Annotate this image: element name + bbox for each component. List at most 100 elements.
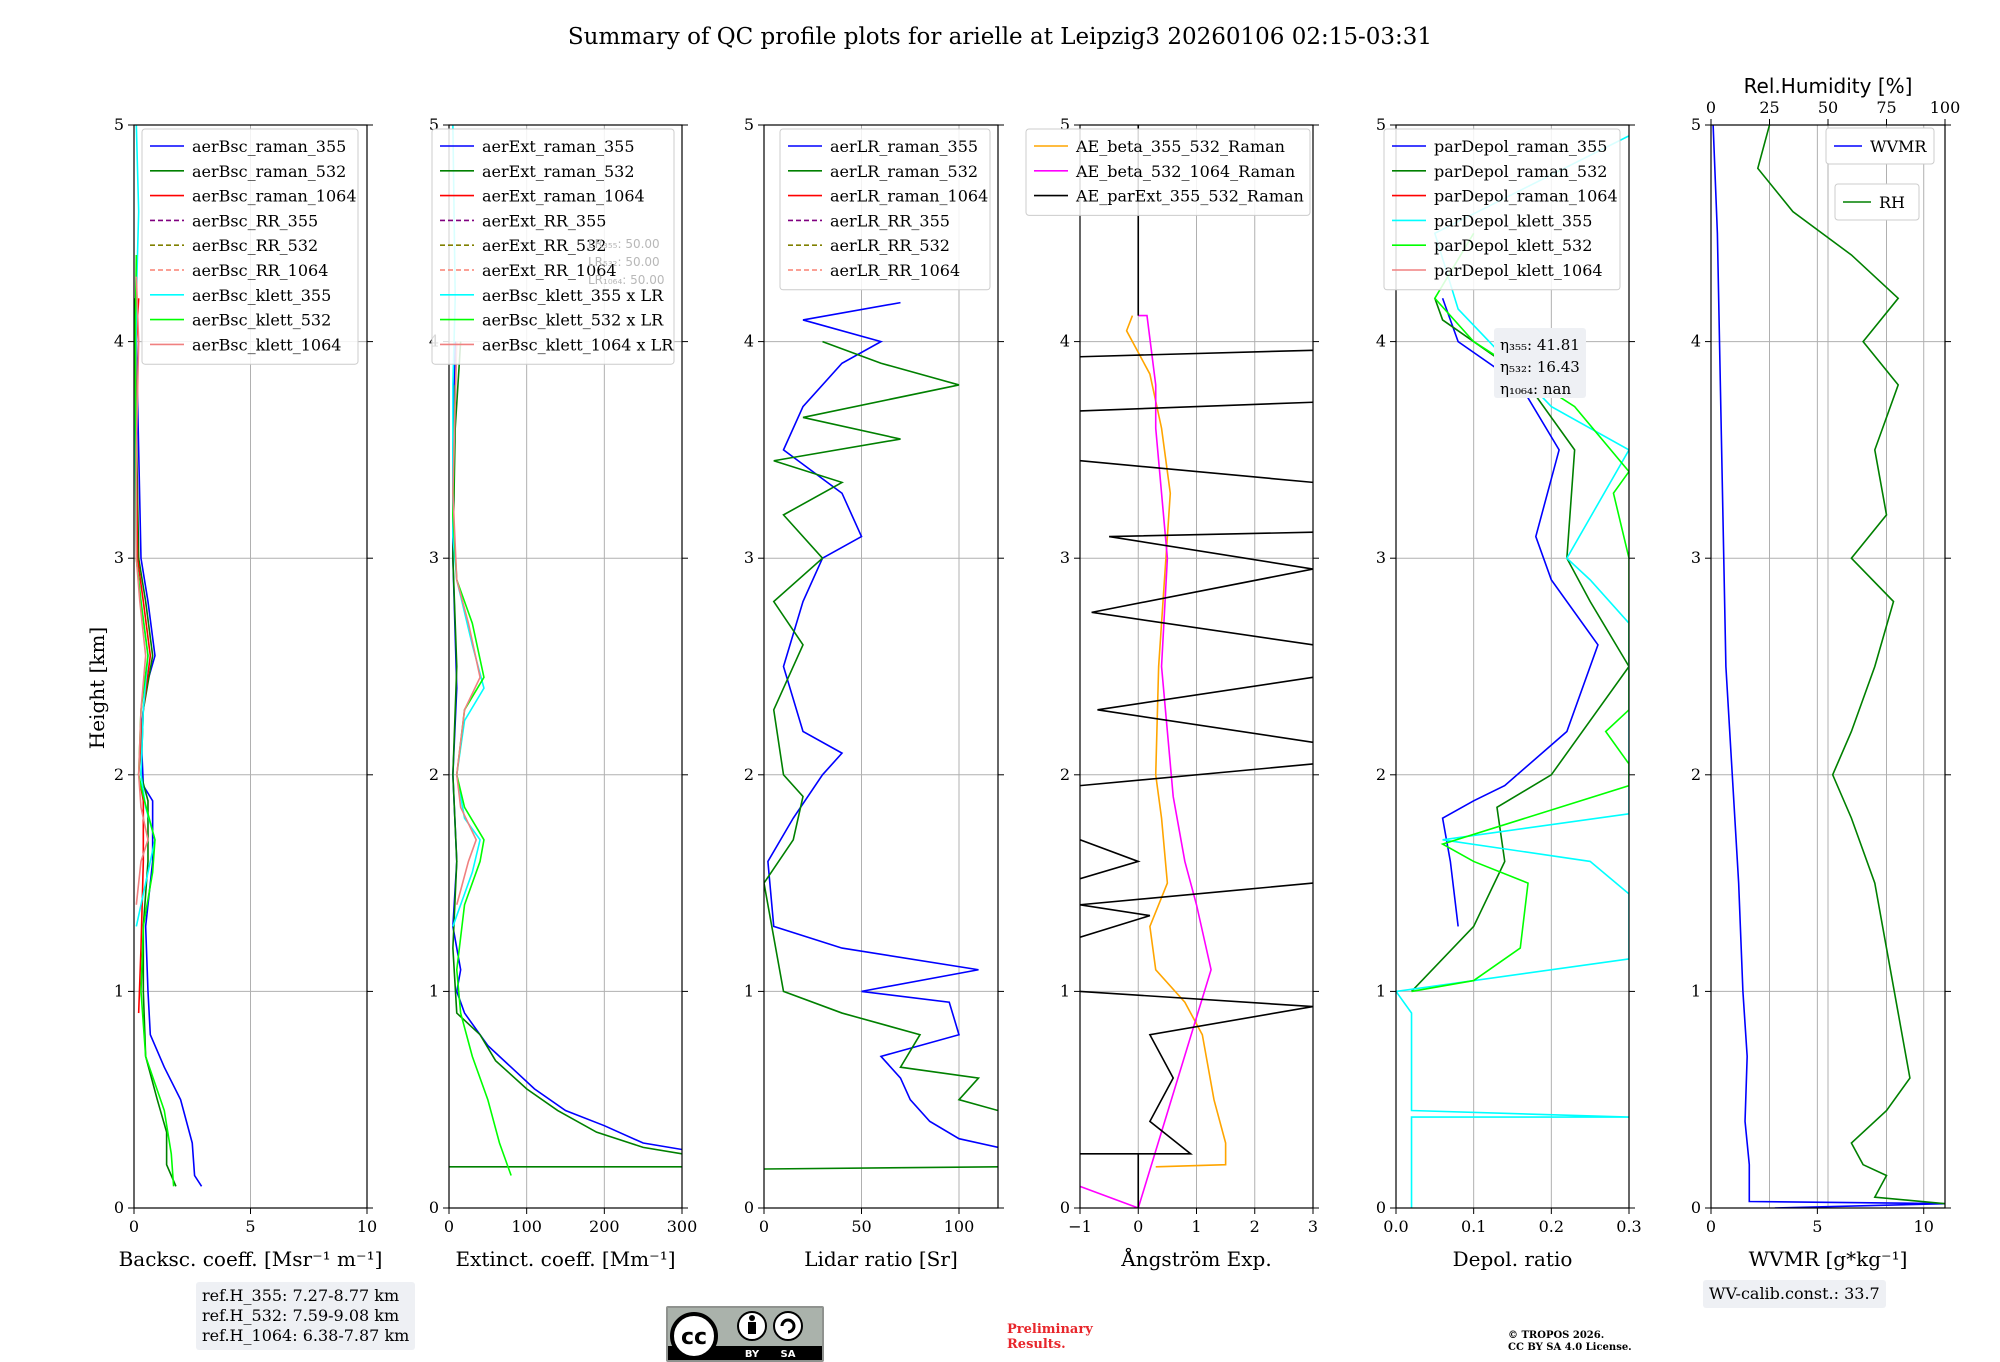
y-tick-label: 2 [114,765,124,784]
line-RH [1756,125,1945,1205]
eta-label: η₅₃₂: 16.43 [1500,358,1580,376]
y-tick-label: 1 [1376,981,1386,1000]
axes-frame [1395,124,1630,1209]
legend-entry: parDepol_klett_1064 [1434,261,1603,280]
lidar-ratio-label: LR₁₀₆₄: 50.00 [588,273,664,287]
y-tick-label: 5 [1060,115,1070,134]
cc-logo-icon [670,1312,718,1360]
legend-entry: AE_parExt_355_532_Raman [1075,187,1304,206]
legend-angstrom: AE_beta_355_532_Raman AE_beta_532_1064_Ra… [1025,128,1311,216]
grid-angstrom [1079,124,1314,1209]
line-AE_parExt_e [1097,676,1313,744]
legend-entry: aerBsc_raman_532 [192,162,346,181]
copyright-note: © TROPOS 2026. CC BY SA 4.0 License. [1508,1330,1632,1354]
x-tick-label: 300 [667,1217,698,1236]
y-tick-label: 2 [744,765,754,784]
x-tick-label: 0 [1706,1217,1716,1236]
eta-box [1494,328,1586,398]
series-backscatter [134,125,203,1187]
line-AE_beta_532_1064_Raman [1080,314,1212,1208]
x2-tick-label: 100 [1930,98,1961,117]
x-axis-label: WVMR [g*kg⁻¹] [1749,1247,1908,1271]
panel-backscatter: 0 5 10 0 1 2 3 4 5 Backsc. coeff. [Msr⁻¹ m⁻¹] aerB… [114,115,383,1271]
y-tick-label: 2 [1691,765,1701,784]
line-AE_parExt_h [1080,401,1313,412]
legend-box [779,128,991,291]
x-axis-label: Extinct. coeff. [Mm⁻¹] [455,1247,675,1271]
lidar-ratio-label: LR₅₃₂: 50.00 [588,255,660,269]
panel-extinction: 0100200300012345Extinct. coeff. [Mm⁻¹]ae… [429,115,697,1271]
x2-tick-label: 0 [1706,98,1716,117]
axes-frame [448,124,683,1209]
legend-entry: aerLR_raman_1064 [830,187,988,206]
legend-entry: aerExt_raman_1064 [482,187,645,206]
y-tick-label: 1 [114,981,124,1000]
line-aerBsc_klett_532 x LR [452,384,512,1176]
legend-entry: aerExt_raman_532 [482,162,635,181]
y-tick-label: 0 [1691,1198,1701,1217]
y-tick-label: 3 [1691,548,1701,567]
legend-box [1383,128,1621,291]
legend-entry: aerBsc_klett_532 [192,311,331,330]
x-tick-label: 0 [129,1217,139,1236]
y-tick-label: 0 [744,1198,754,1217]
eta-label: η₃₅₅: 41.81 [1500,336,1580,354]
y-tick-label: 0 [1376,1198,1386,1217]
y-tick-label: 5 [1691,115,1701,134]
sa-label: SA [781,1349,796,1360]
x-tick-label: 10 [1914,1217,1934,1236]
y-tick-label: 5 [744,115,754,134]
line-AE_parExt_b [1080,882,1313,939]
x-tick-label: 2 [1250,1217,1260,1236]
lidar-ratio-label: LR₃₅₅: 50.00 [588,237,660,251]
line-WVMR [1712,125,1945,1208]
legend-entry: aerLR_RR_1064 [830,261,960,280]
legend-entry: aerLR_raman_355 [830,137,978,156]
y-tick-label: 3 [114,548,124,567]
x-tick-label: 3 [1308,1217,1318,1236]
line-aerExt_raman_355 [452,341,682,1151]
x-axis-label: Depol. ratio [1453,1247,1573,1271]
y-tick-label: 1 [429,981,439,1000]
copyright-line-2: CC BY SA 4.0 License. [1508,1342,1632,1353]
y-tick-label: 3 [1060,548,1070,567]
legend-backscatter: aerBsc_raman_355 aerBsc_raman_532 aerBsc_r… [141,128,359,365]
legend-entry: aerLR_raman_532 [830,162,978,181]
x-tick-label: 0.0 [1383,1217,1408,1236]
legend-entry: aerBsc_klett_1064 [192,335,341,354]
preliminary-line-1: Preliminary [1007,1322,1093,1337]
panel-lidar_ratio: 0 50 100 0 1 2 3 4 5 Lidar ratio [Sr] aerLR_raman_… [744,115,1004,1271]
line-parDepol_klett_355 [1396,135,1629,1208]
x-tick-label: 0.1 [1461,1217,1486,1236]
by-label: BY [745,1349,760,1360]
legend-entry: aerBsc_RR_1064 [192,261,328,280]
y-tick-label: 0 [1060,1198,1070,1217]
series-wvmr_rh [1712,125,1945,1208]
x-axis-label: Ångström Exp. [1120,1246,1271,1271]
y-tick-label: 2 [1376,765,1386,784]
y-tick-label: 0 [114,1198,124,1217]
line-aerBsc_raman_355 [135,298,203,1187]
legend-entry: aerBsc_RR_355 [192,211,318,230]
copyright-line-1: © TROPOS 2026. [1508,1330,1605,1341]
eta-label: η₁₀₆₄: nan [1500,380,1571,398]
x-tick-label: 0.3 [1616,1217,1641,1236]
legend-lidar_ratio: aerLR_raman_355 aerLR_raman_532 aerLR_rama… [779,128,991,291]
x2-tick-label: 75 [1876,98,1896,117]
x-tick-label: 0 [1133,1217,1143,1236]
x-tick-label: 0 [759,1217,769,1236]
x-tick-label: −1 [1068,1217,1092,1236]
legend-depol: parDepol_raman_355 parDepol_raman_532 parD… [1383,128,1621,291]
line-aerBsc_klett_1064 [135,276,149,905]
legend-entry: parDepol_klett_355 [1434,211,1592,230]
legend-entry: aerBsc_klett_355 x LR [482,286,664,305]
y-tick-label: 2 [429,765,439,784]
x-tick-label: 1 [1191,1217,1201,1236]
x2-tick-label: 50 [1818,98,1838,117]
cc-license-badge: cc BY SA [666,1306,824,1362]
line-aerLR_raman_532_b [764,340,998,1112]
series-depol [1396,135,1629,1208]
x-tick-label: 10 [357,1217,377,1236]
legend-entry: aerBsc_RR_532 [192,236,318,255]
